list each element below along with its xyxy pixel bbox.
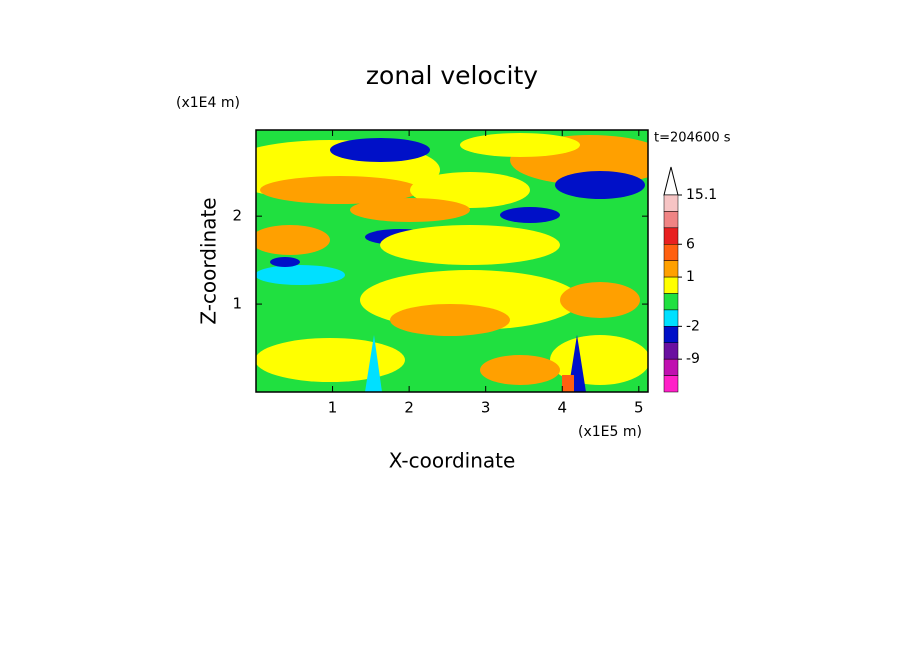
colorbar-label: 15.1 [686, 187, 717, 203]
x-axis-label: X-coordinate [389, 449, 516, 473]
colorbar-box [663, 326, 679, 344]
colorbar-box [663, 309, 679, 327]
time-annotation: t=204600 s [654, 131, 731, 146]
colorbar-label: -9 [686, 351, 700, 367]
colorbar-box [663, 227, 679, 245]
colorbar-box [663, 244, 679, 261]
y-tick-label: 2 [232, 207, 242, 225]
y-tick-label: 1 [232, 295, 242, 313]
x-tick-label: 2 [404, 399, 414, 417]
colorbar-label: 6 [686, 236, 695, 252]
chart-title: zonal velocity [366, 61, 538, 90]
colorbar-label: -2 [686, 318, 700, 334]
x-tick-label: 4 [557, 399, 567, 417]
contour-field [256, 130, 648, 392]
colorbar-box [663, 211, 679, 229]
colorbar-box [663, 375, 679, 393]
x-tick-label: 3 [481, 399, 491, 417]
colorbar-box [663, 293, 679, 311]
x-unit: (x1E5 m) [578, 424, 642, 440]
plot-frame [255, 129, 649, 393]
colorbar-box [663, 358, 679, 376]
colorbar-label: 1 [686, 269, 695, 285]
colorbar-box [663, 194, 679, 212]
colorbar-box [663, 342, 679, 360]
y-unit: (x1E4 m) [176, 95, 240, 111]
x-tick-label: 1 [328, 399, 338, 417]
colorbar-extension [663, 166, 679, 196]
colorbar-box [663, 260, 679, 278]
y-axis-label: Z-coordinate [197, 197, 221, 324]
colorbar-box [663, 276, 679, 294]
x-tick-label: 5 [634, 399, 644, 417]
